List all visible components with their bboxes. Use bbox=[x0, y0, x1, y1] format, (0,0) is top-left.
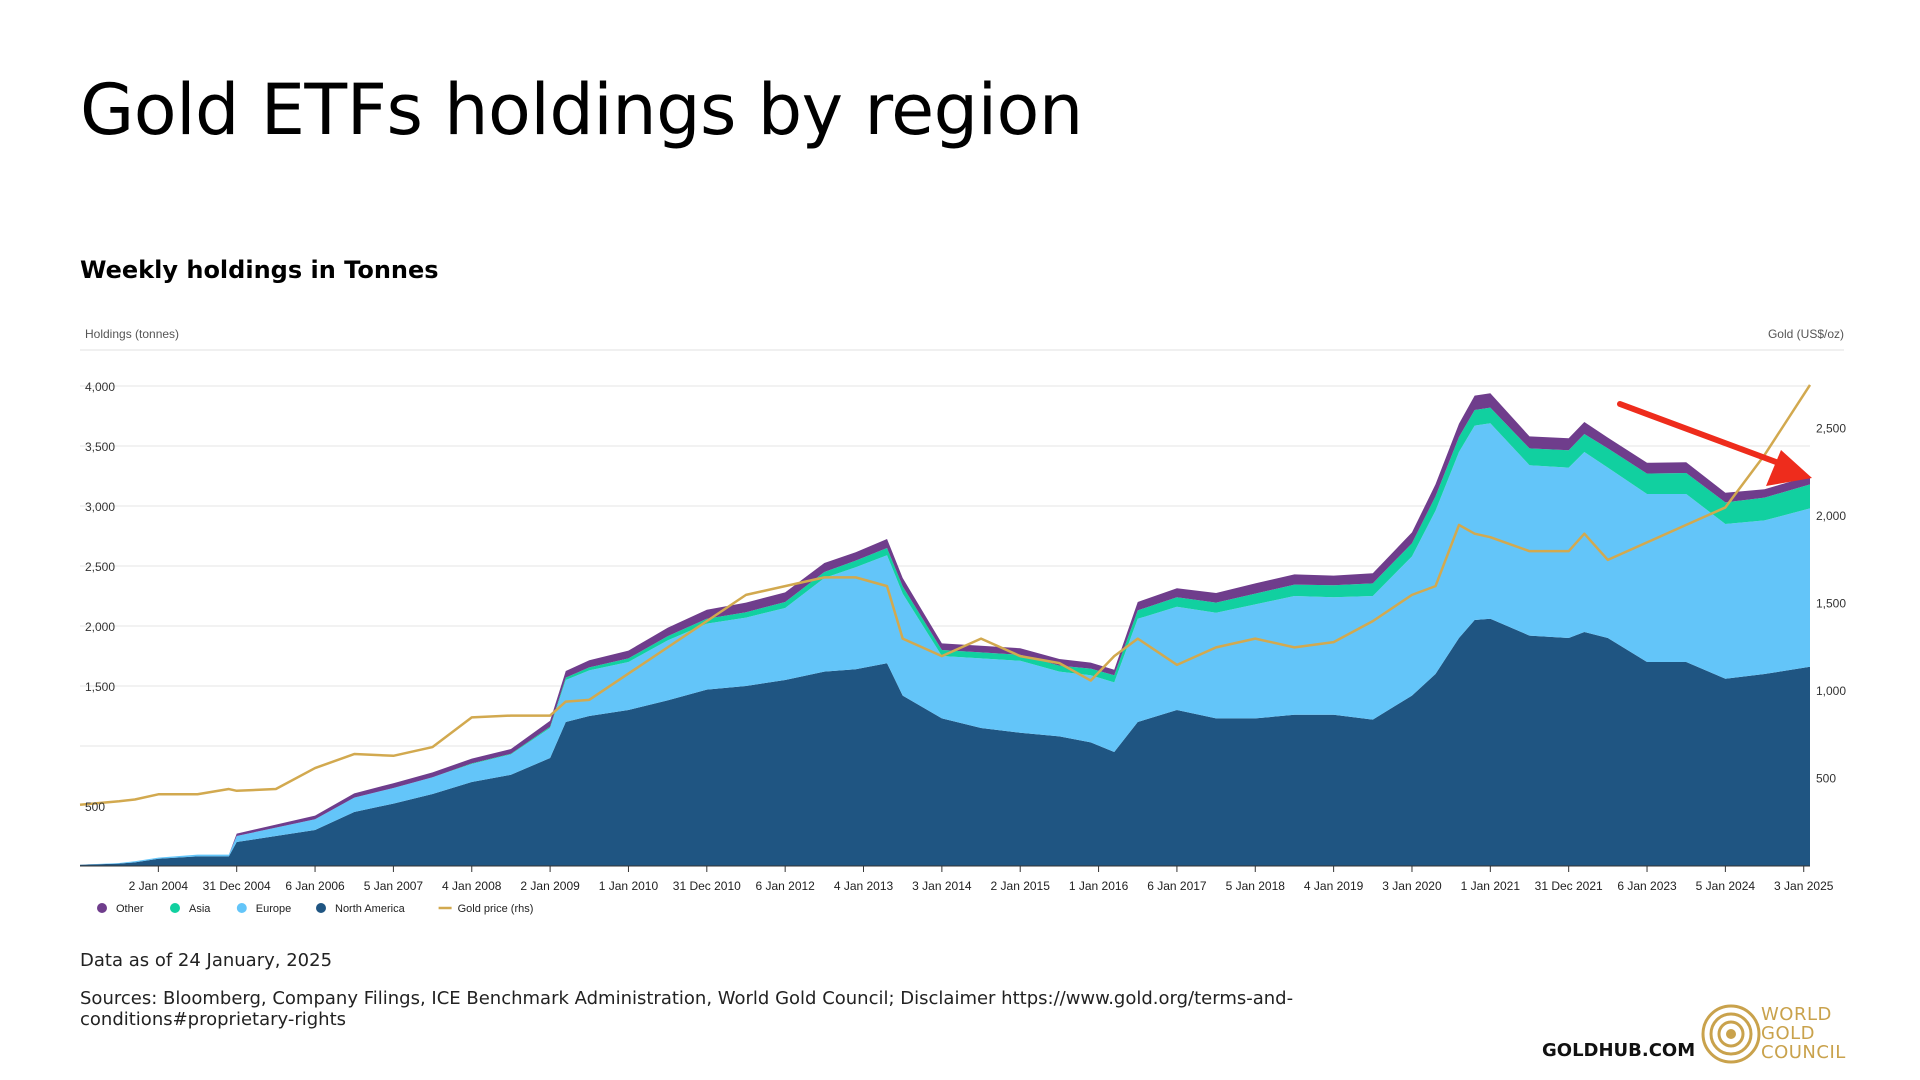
legend-label: North America bbox=[335, 903, 406, 915]
y-tick-label: 2,000 bbox=[85, 620, 115, 634]
y-tick-label: 2,500 bbox=[85, 560, 115, 574]
y2-tick-label: 500 bbox=[1816, 772, 1836, 786]
legend-swatch bbox=[316, 903, 326, 913]
x-tick-label: 2 Jan 2009 bbox=[520, 879, 580, 893]
legend-label: Gold price (rhs) bbox=[458, 903, 534, 915]
stacked-areas bbox=[80, 393, 1810, 866]
y-tick-label: 500 bbox=[85, 800, 105, 814]
x-tick-label: 6 Jan 2023 bbox=[1617, 879, 1677, 893]
y-tick-label: 3,000 bbox=[85, 500, 115, 514]
x-tick-label: 5 Jan 2018 bbox=[1226, 879, 1286, 893]
x-tick-label: 31 Dec 2004 bbox=[203, 879, 271, 893]
data-date-note: Data as of 24 January, 2025 bbox=[80, 950, 333, 971]
y2-axis-label: Gold (US$/oz) bbox=[1768, 327, 1844, 341]
x-tick-label: 1 Jan 2021 bbox=[1461, 879, 1521, 893]
x-tick-label: 4 Jan 2013 bbox=[834, 879, 894, 893]
area-europe bbox=[80, 423, 1810, 865]
x-tick-label: 3 Jan 2025 bbox=[1774, 879, 1834, 893]
x-tick-label: 6 Jan 2012 bbox=[755, 879, 815, 893]
legend: Other Asia Europe North America Gold price (… bbox=[97, 903, 533, 915]
x-tick-label: 4 Jan 2008 bbox=[442, 879, 502, 893]
x-tick-label: 3 Jan 2020 bbox=[1382, 879, 1442, 893]
y-axis-label: Holdings (tonnes) bbox=[85, 327, 179, 341]
legend-label: Europe bbox=[256, 903, 291, 915]
world-gold-council-logo-icon bbox=[1701, 1004, 1761, 1064]
x-tick-label: 1 Jan 2016 bbox=[1069, 879, 1129, 893]
x-tick-label: 5 Jan 2007 bbox=[364, 879, 424, 893]
logo-line-1: WORLD bbox=[1761, 1004, 1832, 1025]
gold-price-line bbox=[79, 384, 1812, 807]
logo-line-2: GOLD bbox=[1761, 1023, 1816, 1044]
page-title: Gold ETFs holdings by region bbox=[80, 69, 1083, 151]
x-tick-label: 31 Dec 2010 bbox=[673, 879, 741, 893]
sources-disclaimer: Sources: Bloomberg, Company Filings, ICE… bbox=[80, 988, 1294, 1030]
legend-label: Asia bbox=[189, 903, 211, 915]
annotation-arrow bbox=[1617, 401, 1812, 486]
x-tick-label: 4 Jan 2019 bbox=[1304, 879, 1364, 893]
y2-tick-label: 1,500 bbox=[1816, 597, 1846, 611]
holdings-chart: Holdings (tonnes) Gold (US$/oz) 500 1,500 2,… bbox=[79, 327, 1846, 915]
legend-swatch bbox=[236, 903, 247, 913]
y-tick-label: 1,500 bbox=[85, 680, 115, 694]
y2-tick-label: 2,000 bbox=[1816, 509, 1846, 523]
world-gold-council-wordmark: WORLD GOLD COUNCIL bbox=[1761, 1005, 1846, 1062]
x-tick-label: 31 Dec 2021 bbox=[1535, 879, 1603, 893]
area-north-america bbox=[80, 618, 1810, 866]
x-tick-label: 5 Jan 2024 bbox=[1696, 879, 1756, 893]
legend-swatch bbox=[97, 903, 107, 913]
y2-tick-label: 1,000 bbox=[1816, 684, 1846, 698]
x-tick-label: 2 Jan 2015 bbox=[991, 879, 1051, 893]
y-tick-label: 3,500 bbox=[85, 440, 115, 454]
legend-label: Other bbox=[116, 903, 144, 915]
x-tick-label: 6 Jan 2017 bbox=[1147, 879, 1207, 893]
y-tick-label: 4,000 bbox=[85, 380, 115, 394]
x-tick-label: 3 Jan 2014 bbox=[912, 879, 972, 893]
logo-line-3: COUNCIL bbox=[1761, 1042, 1846, 1063]
goldhub-link[interactable]: GOLDHUB.COM bbox=[1542, 1040, 1696, 1061]
gold-price-series bbox=[79, 384, 1812, 807]
legend-swatch bbox=[170, 903, 180, 913]
x-tick-label: 1 Jan 2010 bbox=[599, 879, 659, 893]
axes: Holdings (tonnes) Gold (US$/oz) 500 1,500 2,… bbox=[80, 327, 1846, 893]
x-tick-label: 6 Jan 2006 bbox=[285, 879, 345, 893]
x-tick-label: 2 Jan 2004 bbox=[129, 879, 189, 893]
chart-subtitle: Weekly holdings in Tonnes bbox=[80, 256, 439, 284]
arrow-head bbox=[1766, 450, 1812, 486]
arrow-shaft bbox=[1617, 401, 1779, 465]
y2-tick-label: 2,500 bbox=[1816, 422, 1846, 436]
